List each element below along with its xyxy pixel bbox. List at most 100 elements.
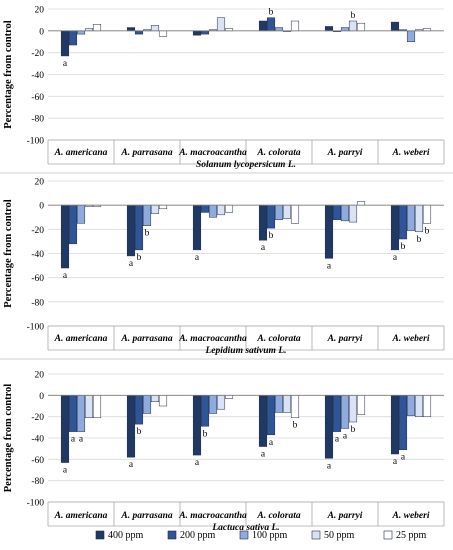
y-tick-label: -40 [31, 250, 44, 260]
bar [134, 30, 144, 35]
bar [158, 30, 168, 37]
y-tick-label: -20 [31, 49, 44, 59]
bar [60, 204, 70, 269]
bar [200, 30, 210, 35]
category-label: A. weberi [392, 148, 430, 158]
bar [356, 395, 366, 415]
y-axis-label: Percentage from control [3, 384, 14, 493]
significance-label: a [335, 435, 340, 445]
category-label: A. parryi [327, 511, 363, 521]
category-label: A. americana [54, 148, 108, 158]
bar [398, 395, 408, 450]
significance-label: a [393, 253, 398, 263]
bar [76, 30, 86, 35]
bar [150, 395, 160, 402]
bar [126, 204, 136, 257]
y-tick-label: -60 [31, 93, 44, 103]
bar [290, 20, 300, 32]
significance-label: a [129, 259, 134, 269]
y-tick-label: -20 [31, 413, 44, 423]
bar [208, 395, 218, 414]
category-label: A. parryi [327, 334, 363, 344]
y-axis-label: Percentage from control [3, 199, 14, 308]
bar [84, 395, 94, 418]
bar [142, 395, 152, 414]
panel-title: Lepidium sativum L. [204, 346, 286, 356]
category-label: A. weberi [392, 511, 430, 521]
significance-label: a [63, 466, 68, 476]
bar [406, 204, 416, 231]
bar [274, 204, 284, 220]
bar [390, 204, 400, 251]
bar [290, 395, 300, 418]
y-tick-label: 0 [39, 27, 44, 37]
legend-swatch [95, 530, 105, 540]
legend: 400 ppm 200 ppm 100 ppm 50 ppm 25 ppm [95, 530, 427, 541]
significance-label: a [63, 59, 68, 69]
bar [126, 395, 136, 458]
bar [356, 22, 366, 32]
bar [68, 395, 78, 432]
legend-label: 25 ppm [396, 530, 427, 541]
bar [290, 204, 300, 224]
bar [158, 204, 168, 210]
bar [332, 204, 342, 220]
category-label: A. americana [54, 511, 108, 521]
significance-label: a [195, 253, 200, 263]
bar [68, 204, 78, 245]
bar [92, 395, 102, 418]
category-label: A. americana [54, 334, 108, 344]
bar [390, 21, 400, 32]
bar [340, 204, 350, 222]
legend-label: 100 ppm [252, 530, 288, 541]
bar [422, 204, 432, 224]
y-tick-label: 20 [35, 178, 45, 188]
significance-label: a [343, 431, 348, 441]
significance-label: a [129, 460, 134, 470]
category-label: A. colorata [256, 334, 301, 344]
bar [68, 30, 78, 46]
bar [406, 395, 416, 416]
y-tick-label: 20 [35, 6, 45, 16]
significance-label: a [261, 243, 266, 253]
category-label: A. colorata [256, 511, 301, 521]
significance-label: a [79, 435, 84, 445]
bar [348, 395, 358, 423]
significance-label: b [401, 242, 406, 252]
significance-label: a [195, 458, 200, 468]
bar [348, 204, 358, 223]
bar [356, 201, 366, 206]
category-label: A. colorata [256, 148, 301, 158]
significance-label: a [63, 271, 68, 281]
category-label: A. parryi [327, 148, 363, 158]
category-label: A. weberi [392, 334, 430, 344]
y-tick-label: -40 [31, 71, 44, 81]
y-tick-label: -60 [31, 274, 44, 284]
bar [274, 27, 284, 32]
bar [266, 17, 276, 32]
bar [192, 395, 202, 456]
bar [258, 395, 268, 447]
bar [324, 26, 334, 32]
bar [224, 395, 234, 399]
category-label: A. macroacantha [178, 334, 247, 344]
significance-label: b [203, 429, 208, 439]
y-axis-label: Percentage from control [3, 20, 14, 129]
bar [60, 395, 70, 463]
y-tick-label: -80 [31, 115, 44, 125]
significance-label: a [71, 435, 76, 445]
bar [208, 204, 218, 218]
legend-label: 50 ppm [324, 530, 355, 541]
bar [390, 395, 400, 455]
bar [258, 204, 268, 241]
significance-label: b [269, 231, 274, 241]
category-label: A. parrasana [120, 511, 172, 521]
y-tick-label: -100 [27, 323, 45, 333]
bar [340, 395, 350, 429]
y-tick-label: -80 [31, 298, 44, 308]
significance-label: b [351, 425, 356, 435]
bar [158, 395, 168, 407]
bar [266, 395, 276, 436]
